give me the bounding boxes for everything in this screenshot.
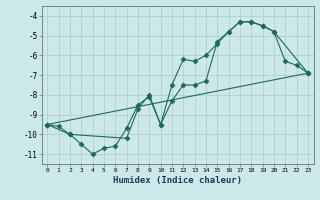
X-axis label: Humidex (Indice chaleur): Humidex (Indice chaleur) [113,176,242,185]
